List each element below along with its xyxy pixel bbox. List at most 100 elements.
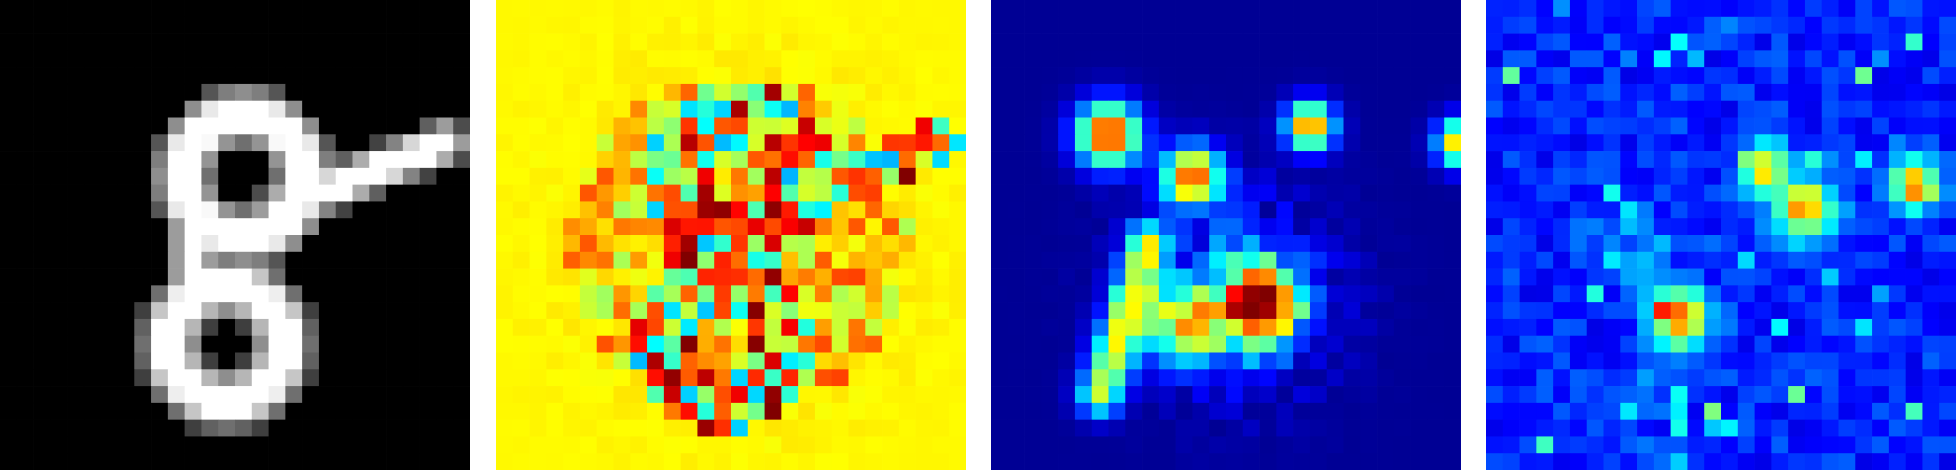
pixel-cell <box>386 218 404 236</box>
pixel-cell <box>1939 100 1956 118</box>
pixel-cell <box>764 50 782 68</box>
pixel-cell <box>697 167 715 185</box>
pixel-cell <box>218 386 236 404</box>
pixel-cell <box>1788 419 1806 437</box>
pixel-cell <box>235 285 253 303</box>
pixel-cell <box>302 453 320 470</box>
pixel-cell <box>1377 318 1395 337</box>
pixel-cell <box>1226 235 1244 253</box>
pixel-cell <box>1721 436 1739 454</box>
pixel-cell <box>1872 67 1890 85</box>
pixel-cell <box>1637 352 1655 370</box>
pixel-cell <box>1309 50 1328 68</box>
pixel-cell <box>865 16 883 34</box>
pixel-cell <box>1788 302 1806 320</box>
pixel-cell <box>798 402 816 420</box>
pixel-cell <box>1502 67 1520 85</box>
pixel-cell <box>1653 302 1671 320</box>
pixel-cell <box>83 16 102 34</box>
pixel-cell <box>596 402 614 420</box>
pixel-cell <box>1326 218 1344 236</box>
pixel-cell <box>1704 453 1722 470</box>
pixel-cell <box>697 453 715 470</box>
pixel-cell <box>1343 352 1361 370</box>
pixel-cell <box>1427 235 1445 253</box>
pixel-cell <box>201 33 219 51</box>
pixel-cell <box>1360 117 1378 135</box>
pixel-cell <box>764 369 782 387</box>
pixel-cell <box>546 67 564 85</box>
pixel-cell <box>1586 167 1604 185</box>
pixel-cell <box>1175 33 1193 51</box>
pixel-cell <box>991 335 1009 353</box>
pixel-cell <box>1091 33 1109 51</box>
pixel-cell <box>419 134 437 152</box>
pixel-cell <box>1410 436 1428 454</box>
pixel-cell <box>1393 50 1411 68</box>
pixel-cell <box>402 436 420 454</box>
pixel-cell <box>386 117 404 135</box>
pixel-cell <box>1444 285 1461 303</box>
pixel-cell <box>1754 419 1772 437</box>
pixel-cell <box>1158 386 1176 404</box>
pixel-cell <box>117 151 135 169</box>
pixel-cell <box>596 251 614 269</box>
pixel-cell <box>386 83 404 102</box>
pixel-cell <box>1855 402 1873 420</box>
pixel-cell <box>512 0 530 18</box>
pixel-cell <box>1620 134 1638 152</box>
pixel-cell <box>268 184 286 202</box>
pixel-cell <box>1309 318 1328 337</box>
pixel-cell <box>1553 117 1571 135</box>
pixel-cell <box>251 251 269 269</box>
pixel-cell <box>1410 285 1428 303</box>
pixel-cell <box>865 235 883 253</box>
pixel-cell <box>1888 201 1906 219</box>
pixel-cell <box>1804 369 1823 387</box>
pixel-cell <box>50 167 68 185</box>
pixel-cell <box>613 33 631 51</box>
pixel-cell <box>67 167 85 185</box>
pixel-cell <box>369 151 387 169</box>
pixel-cell <box>1226 335 1244 353</box>
pixel-cell <box>1637 419 1655 437</box>
pixel-cell <box>0 67 18 85</box>
pixel-cell <box>1242 268 1260 286</box>
pixel-cell <box>1653 369 1671 387</box>
pixel-cell <box>50 83 68 102</box>
pixel-cell <box>251 67 269 85</box>
pixel-cell <box>117 50 135 68</box>
pixel-cell <box>0 302 18 320</box>
pixel-cell <box>1586 419 1604 437</box>
pixel-cell <box>1074 302 1093 320</box>
pixel-cell <box>1259 436 1277 454</box>
pixel-cell <box>201 235 219 253</box>
pixel-cell <box>117 302 135 320</box>
pixel-cell <box>1091 16 1109 34</box>
pixel-cell <box>1922 167 1940 185</box>
pixel-cell <box>630 201 648 219</box>
pixel-cell <box>67 285 85 303</box>
pixel-cell <box>67 302 85 320</box>
pixel-cell <box>436 419 454 437</box>
pixel-cell <box>529 369 547 387</box>
pixel-cell <box>1553 436 1571 454</box>
pixel-cell <box>1620 235 1638 253</box>
pixel-cell <box>529 134 547 152</box>
pixel-cell <box>1888 134 1906 152</box>
pixel-cell <box>184 419 202 437</box>
pixel-cell <box>1754 83 1772 102</box>
pixel-cell <box>1175 83 1193 102</box>
pixel-cell <box>1041 167 1059 185</box>
pixel-cell <box>50 0 68 18</box>
pixel-cell <box>546 268 564 286</box>
pixel-cell <box>647 50 665 68</box>
pixel-cell <box>1091 218 1109 236</box>
pixel-cell <box>1058 33 1076 51</box>
pixel-cell <box>218 285 236 303</box>
pixel-cell <box>865 386 883 404</box>
pixel-cell <box>714 201 732 219</box>
pixel-cell <box>302 117 320 135</box>
pixel-cell <box>747 33 765 51</box>
pixel-cell <box>302 50 320 68</box>
